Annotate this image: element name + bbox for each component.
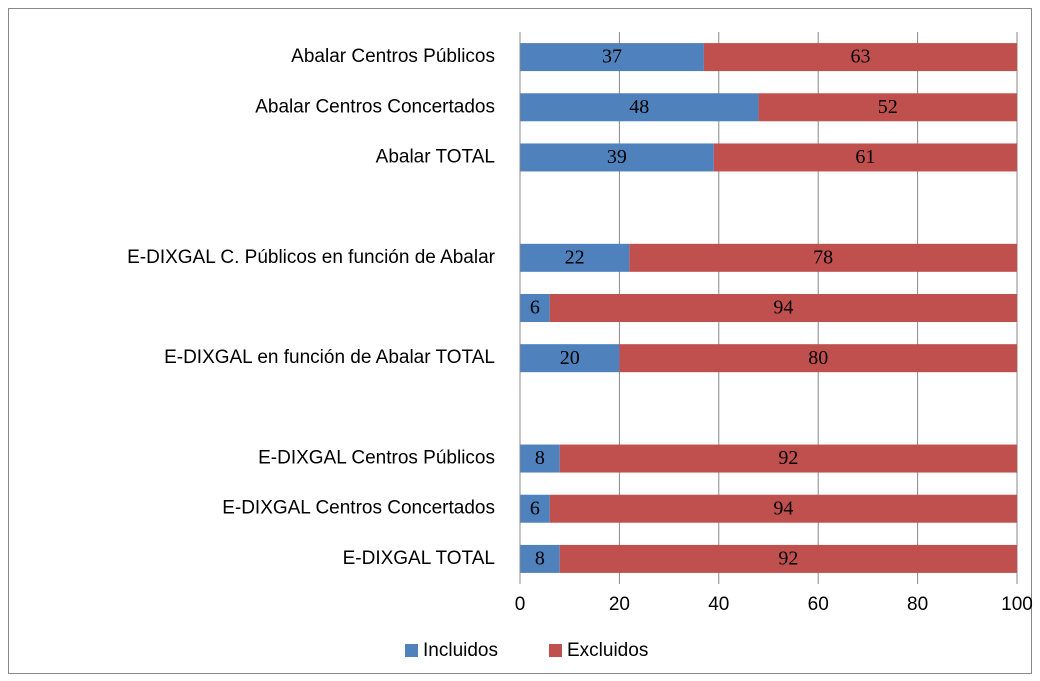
data-label: 92 [778,548,798,570]
bar-segment [619,344,1017,373]
bar-segment [549,494,1017,523]
data-label: 80 [808,347,828,369]
category-label: E-DIXGAL TOTAL [343,548,495,569]
bar-segment [520,243,630,272]
data-label: 8 [535,447,545,469]
bar-segment [520,143,714,172]
data-label: 20 [560,347,580,369]
category-label: E-DIXGAL Centros Concertados [222,498,495,519]
bar-segment [703,43,1017,72]
x-tick-label: 60 [808,594,829,615]
x-tick-label: 20 [609,594,630,615]
category-label: E-DIXGAL Centros Públicos [258,448,495,469]
bar-segment [520,444,560,473]
bar-segment [520,43,704,72]
x-tick-label: 0 [515,594,526,615]
bar-segment [520,93,759,122]
x-tick-label: 40 [708,594,729,615]
data-label: 39 [607,146,627,168]
bar-segment [520,544,560,573]
x-tick-label: 80 [907,594,928,615]
data-label: 61 [855,146,875,168]
bar-segment [629,243,1017,272]
bar-segment [758,93,1017,122]
legend-label: Incluidos [423,640,498,661]
data-label: 52 [878,96,898,118]
legend-swatch [549,644,562,657]
category-label: Abalar TOTAL [376,146,495,167]
category-label: E-DIXGAL C. Públicos en función de Abala… [127,247,496,268]
data-label: 92 [778,447,798,469]
category-label: Abalar Centros Concertados [255,96,495,117]
legend-label: Excluidos [567,640,648,661]
bar-segment [549,294,1017,322]
data-label: 22 [565,246,585,268]
x-tick-label: 100 [1001,594,1033,615]
category-label: Abalar Centros Públicos [291,46,495,67]
bar-segment [559,544,1017,573]
bar-segment [559,444,1017,473]
data-label: 37 [602,46,622,68]
category-label: E-DIXGAL en función de Abalar TOTAL [164,347,495,368]
bar-segment [713,143,1017,172]
data-label: 94 [773,497,793,519]
data-label: 78 [813,246,833,268]
data-label: 6 [530,497,540,519]
bar-segment [520,344,620,373]
data-label: 8 [535,548,545,570]
data-label: 48 [629,96,649,118]
bar-segment [520,494,550,523]
bar-segment [520,294,550,322]
data-label: 63 [850,46,870,68]
data-label: 6 [530,297,540,319]
legend-swatch [405,644,418,657]
data-label: 94 [773,297,793,319]
